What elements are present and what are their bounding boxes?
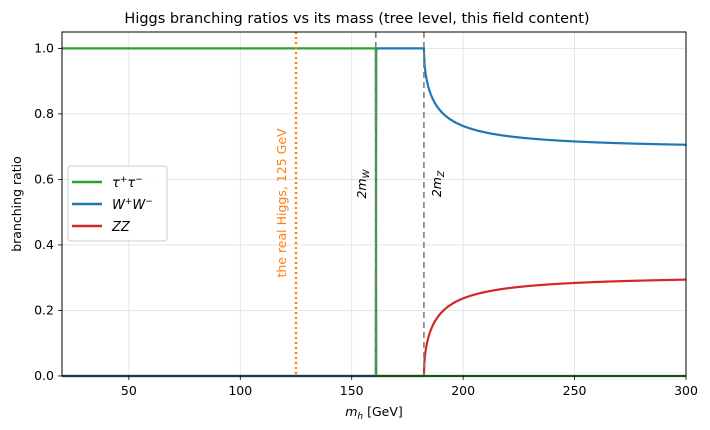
y-tick-label: 0.4 [34, 237, 54, 252]
series-line-zz [62, 278, 687, 378]
y-tick-label: 0.8 [34, 106, 54, 121]
x-ticks: 50 100 150 200 250 300 [121, 376, 698, 398]
annotation-2mw: 2mW [354, 168, 372, 198]
annotation-2mz: 2mZ [429, 170, 447, 197]
y-tick-label: 0.2 [34, 302, 54, 317]
x-tick-label: 300 [674, 383, 698, 398]
legend-box [67, 165, 168, 242]
legend-label-tau: τ+τ− [112, 175, 143, 191]
y-tick-label: 1.0 [34, 40, 54, 55]
x-tick-label: 200 [451, 383, 475, 398]
y-tick-label: 0.6 [34, 171, 54, 186]
x-axis-label: mh [GeV] [345, 404, 403, 422]
legend-label-zz: ZZ [111, 220, 131, 235]
x-tick-label: 50 [121, 383, 137, 398]
chart-title: Higgs branching ratios vs its mass (tree… [124, 11, 589, 27]
y-ticks: 0.0 0.2 0.4 0.6 0.8 1.0 [34, 40, 62, 383]
legend-label-ww: W+W− [112, 197, 153, 213]
y-tick-label: 0.0 [34, 368, 54, 383]
x-tick-label: 100 [228, 383, 252, 398]
x-tick-label: 250 [563, 383, 587, 398]
plot-frame [61, 31, 687, 377]
x-tick-label: 150 [340, 383, 364, 398]
legend: τ+τ− W+W− ZZ [67, 165, 168, 242]
marker-layer [294, 32, 425, 376]
annotation-higgs: the real Higgs, 125 GeV [274, 128, 289, 278]
y-axis-label: branching ratio [9, 156, 24, 252]
